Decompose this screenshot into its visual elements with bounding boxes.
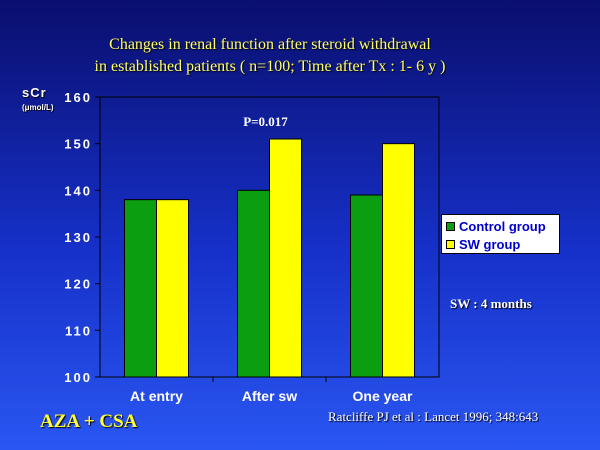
y-tick-label: 160 bbox=[64, 90, 92, 105]
bar-control-2 bbox=[350, 194, 383, 378]
bar-sw-2 bbox=[382, 143, 415, 378]
bar-sw-0 bbox=[156, 199, 189, 378]
y-axis-label: sCr bbox=[22, 85, 47, 100]
legend-swatch-control bbox=[446, 221, 455, 231]
bar-sw-1 bbox=[269, 138, 302, 378]
legend-swatch-sw bbox=[446, 239, 455, 249]
chart-title-line-2: in established patients ( n=100; Time af… bbox=[94, 58, 446, 75]
bar-control-0 bbox=[124, 199, 157, 378]
legend-item-sw: SW group bbox=[446, 235, 555, 253]
legend: Control group SW group bbox=[441, 214, 560, 254]
p-value-annotation: P=0.017 bbox=[243, 114, 288, 129]
y-tick-label: 130 bbox=[64, 230, 92, 245]
sw-duration-note: SW : 4 months bbox=[450, 296, 532, 311]
bar-control-1 bbox=[237, 189, 270, 378]
y-tick-label: 140 bbox=[64, 183, 92, 198]
x-category-label: After sw bbox=[242, 388, 297, 404]
x-category-label: At entry bbox=[130, 388, 183, 404]
y-tick-label: 120 bbox=[64, 277, 92, 292]
y-tick-label: 100 bbox=[64, 370, 92, 385]
x-category-label: One year bbox=[353, 388, 413, 404]
chart-title-line-1: Changes in renal function after steroid … bbox=[109, 36, 431, 53]
y-axis-unit: (μmol/L) bbox=[22, 103, 54, 112]
treatment-label: AZA + CSA bbox=[40, 411, 138, 432]
y-tick-label: 110 bbox=[65, 323, 92, 338]
chart-title: Changes in renal function after steroid … bbox=[0, 34, 540, 78]
legend-item-control: Control group bbox=[446, 217, 555, 235]
y-tick-label: 150 bbox=[64, 137, 92, 152]
legend-label-control: Control group bbox=[459, 218, 546, 234]
citation: Ratcliffe PJ et al : Lancet 1996; 348:64… bbox=[328, 409, 539, 424]
legend-label-sw: SW group bbox=[459, 236, 521, 252]
